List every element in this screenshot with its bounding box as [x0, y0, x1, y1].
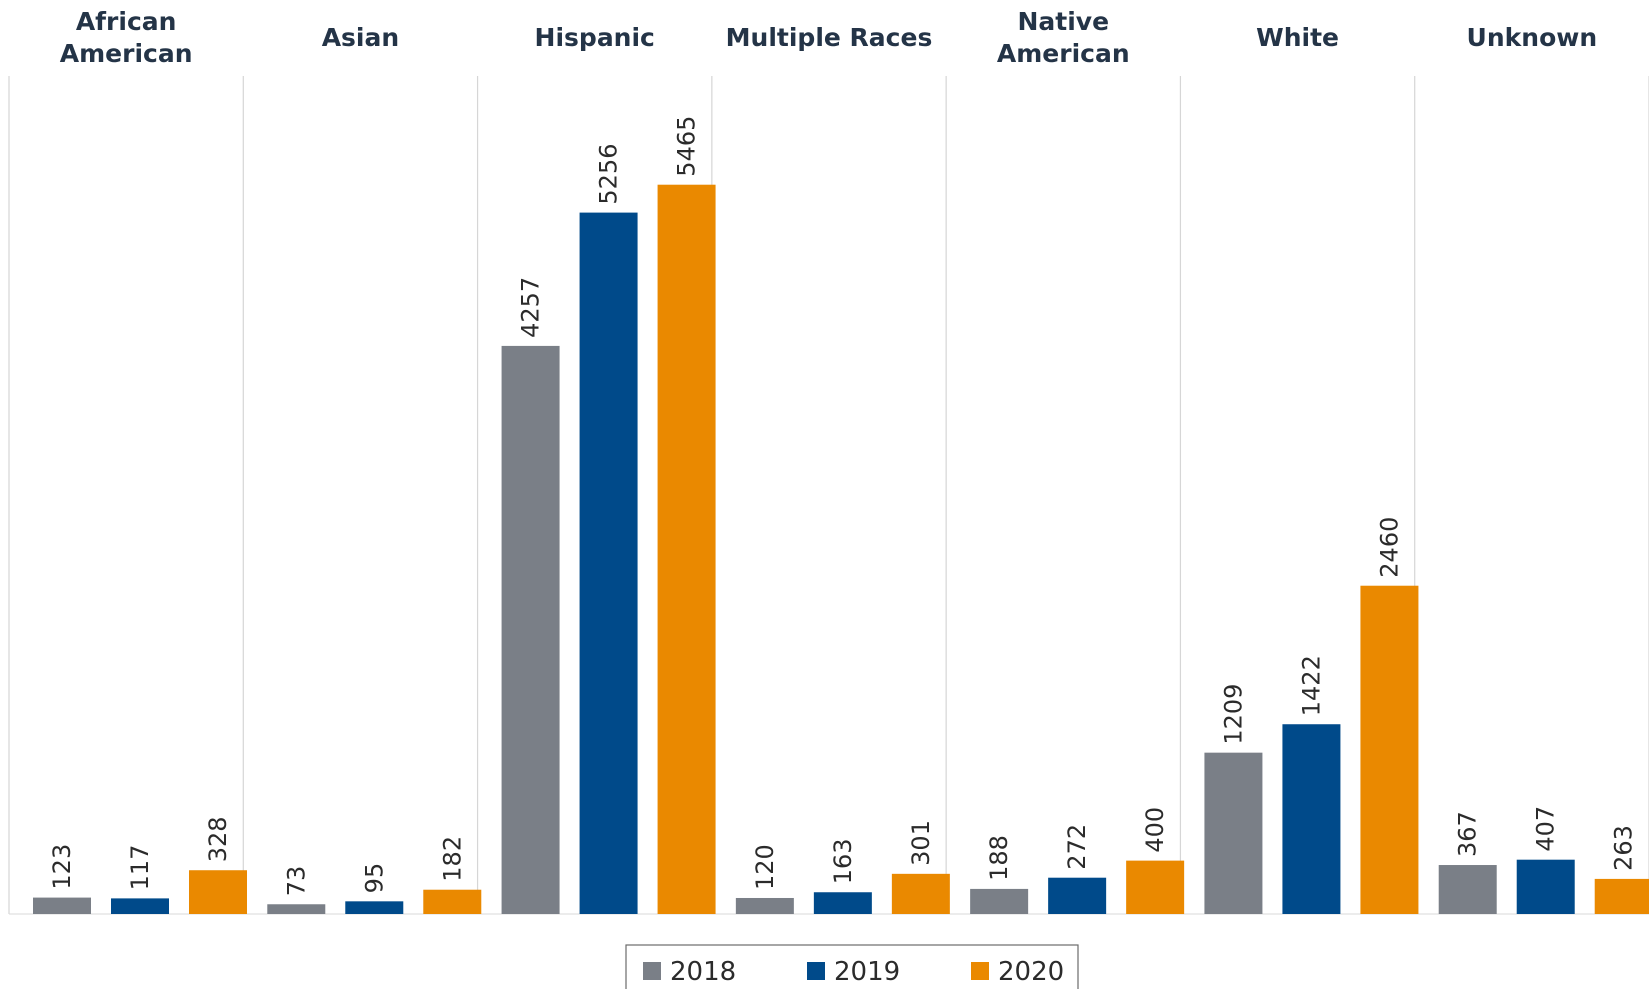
category-label: African American — [60, 7, 193, 68]
bar-2020 — [1360, 585, 1419, 914]
bar-2018 — [501, 345, 560, 915]
legend-swatch-2020 — [971, 962, 989, 980]
data-label: 117 — [126, 845, 154, 891]
category-label: Unknown — [1467, 23, 1598, 52]
data-label: 188 — [985, 835, 1013, 881]
data-label: 73 — [282, 866, 310, 897]
bar-2019 — [345, 901, 404, 914]
data-label: 163 — [829, 838, 857, 884]
bar-2020 — [1126, 860, 1185, 914]
bar-2019 — [813, 892, 872, 914]
category-label: Native American — [997, 7, 1130, 68]
bar-2018 — [33, 897, 91, 914]
data-label: 4257 — [517, 277, 545, 338]
legend-swatch-2018 — [643, 962, 661, 980]
data-label: 328 — [204, 816, 232, 862]
legend-box — [625, 944, 1079, 989]
category-label: Hispanic — [535, 23, 655, 52]
bar-2020 — [657, 184, 716, 914]
data-label: 123 — [48, 844, 76, 890]
data-label: 263 — [1610, 825, 1638, 871]
data-label: 5465 — [673, 116, 701, 177]
bar-2019 — [1282, 724, 1341, 914]
bar-2018 — [267, 904, 326, 914]
data-label: 407 — [1532, 806, 1560, 852]
data-label: 5256 — [595, 144, 623, 205]
category-label: White — [1256, 23, 1339, 52]
legend-label-2018: 2018 — [670, 957, 736, 987]
bar-2018 — [970, 888, 1029, 914]
data-label: 301 — [907, 820, 935, 866]
data-label: 95 — [360, 863, 388, 894]
bar-2019 — [1048, 877, 1107, 914]
legend-label-2020: 2020 — [998, 957, 1064, 987]
category-label: Asian — [322, 23, 399, 52]
bar-2020 — [1594, 878, 1649, 914]
data-label: 400 — [1141, 807, 1169, 853]
bar-2019 — [1516, 859, 1575, 914]
data-label: 182 — [438, 836, 466, 882]
data-label: 120 — [751, 844, 779, 890]
bar-2018 — [735, 897, 794, 914]
bar-2018 — [1204, 752, 1263, 914]
bar-2019 — [579, 212, 638, 915]
data-label: 272 — [1063, 824, 1091, 870]
data-label: 1422 — [1297, 655, 1325, 716]
bar-2018 — [1438, 865, 1497, 914]
legend-label-2019: 2019 — [834, 957, 900, 987]
data-label: 367 — [1454, 811, 1482, 857]
data-label: 2460 — [1375, 517, 1403, 578]
category-label: Multiple Races — [726, 23, 933, 52]
legend-swatch-2019 — [807, 962, 825, 980]
bar-2020 — [891, 873, 950, 914]
bar-2019 — [111, 898, 169, 914]
bar-2020 — [423, 889, 482, 914]
data-label: 1209 — [1219, 684, 1247, 745]
bar-2020 — [189, 870, 247, 914]
